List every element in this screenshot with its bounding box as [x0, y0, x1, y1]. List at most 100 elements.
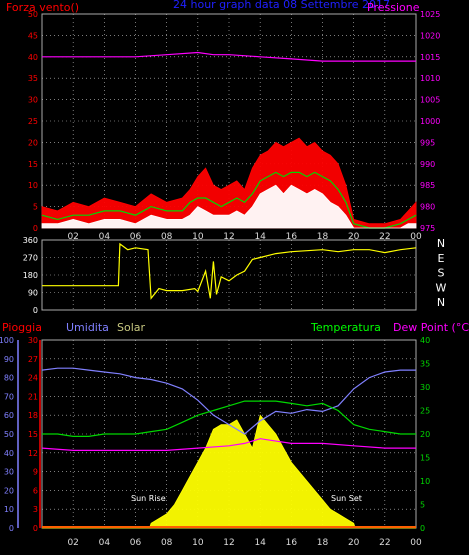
humidity-y-tick: 40 — [4, 449, 14, 458]
solar-label: Solar — [117, 321, 146, 334]
temperature-y-tick: 40 — [420, 336, 430, 345]
rain-y-tick: 9 — [33, 468, 38, 477]
wind-y-tick: 10 — [28, 181, 38, 190]
dewpoint-label: Dew Point (°C) — [393, 321, 469, 334]
humidity-y-tick: 0 — [9, 524, 14, 533]
x-tick-label: 00 — [410, 538, 422, 548]
x-tick-label: 02 — [67, 538, 78, 548]
x-tick-label: 16 — [286, 232, 298, 242]
temperature-y-tick: 25 — [420, 407, 430, 416]
compass-label: E — [438, 252, 445, 265]
wind-y-tick: 15 — [28, 160, 38, 169]
pressure-y-tick: 980 — [420, 203, 435, 212]
x-tick-label: 20 — [348, 232, 360, 242]
pressure-y-tick: 1005 — [420, 96, 440, 105]
wind-y-tick: 35 — [28, 74, 38, 83]
plot-frame-2 — [41, 239, 417, 311]
wind-y-tick: 50 — [28, 10, 38, 19]
pressure-y-tick: 1025 — [420, 10, 440, 19]
temperature-y-tick: 5 — [420, 501, 425, 510]
temperature-y-tick: 15 — [420, 454, 430, 463]
temperature-y-tick: 30 — [420, 383, 430, 392]
rain-label: Pioggia — [2, 321, 42, 334]
x-tick-label: 12 — [223, 232, 234, 242]
wind-direction-series — [42, 242, 417, 300]
x-tick-label: 00 — [410, 232, 422, 242]
humidity-y-tick: 70 — [4, 392, 14, 401]
rain-y-tick: 18 — [28, 411, 38, 420]
humidity-y-tick: 10 — [4, 505, 14, 514]
compass-label: N — [437, 237, 445, 250]
x-tick-label: 18 — [317, 538, 329, 548]
direction-y-tick: 90 — [28, 289, 38, 298]
dewpoint-series — [41, 438, 416, 451]
x-tick-label: 06 — [130, 232, 142, 242]
wind-y-tick: 5 — [33, 203, 38, 212]
pressure-y-tick: 995 — [420, 138, 435, 147]
x-tick-label: 12 — [223, 538, 234, 548]
wind-avg-series — [41, 171, 417, 229]
direction-y-tick: 360 — [23, 236, 38, 245]
wind-speed-series — [41, 184, 417, 229]
direction-y-tick: 270 — [23, 254, 38, 263]
direction-y-tick: 0 — [33, 306, 38, 315]
pressure-y-tick: 1015 — [420, 53, 440, 62]
pressure-y-tick: 985 — [420, 181, 435, 190]
compass-label: W — [436, 281, 447, 294]
x-tick-label: 10 — [192, 232, 204, 242]
humidity-y-tick: 60 — [4, 411, 14, 420]
rain-y-tick: 30 — [28, 336, 38, 345]
x-tick-label: 18 — [317, 232, 329, 242]
sunrise-label: Sun Rise — [131, 494, 166, 503]
rain-y-tick: 15 — [28, 430, 38, 439]
pressure-series — [42, 51, 416, 62]
pressure-y-tick: 975 — [420, 224, 435, 233]
pressure-y-tick: 990 — [420, 160, 435, 169]
wind-y-tick: 20 — [28, 138, 38, 147]
x-tick-label: 04 — [99, 538, 111, 548]
wind-y-tick: 25 — [28, 117, 38, 126]
temperature-series — [42, 400, 416, 437]
x-tick-label: 22 — [379, 232, 390, 242]
x-tick-label: 08 — [161, 232, 173, 242]
humidity-y-tick: 80 — [4, 374, 14, 383]
x-tick-label: 04 — [99, 232, 111, 242]
humidity-y-tick: 90 — [4, 355, 14, 364]
x-tick-label: 06 — [130, 538, 142, 548]
pressure-y-tick: 1020 — [420, 31, 440, 40]
humidity-y-tick: 20 — [4, 486, 14, 495]
pressure-label: Pressione — [367, 1, 420, 14]
humidity-label: Umidita — [66, 321, 109, 334]
pressure-y-tick: 1000 — [420, 117, 440, 126]
temperature-y-tick: 10 — [420, 477, 430, 486]
wind-speed-label: Forza vento() — [6, 1, 79, 14]
rain-y-tick: 21 — [28, 392, 38, 401]
humidity-y-tick: 50 — [4, 430, 14, 439]
temperature-y-tick: 20 — [420, 430, 430, 439]
sunset-label: Sun Set — [331, 494, 362, 503]
x-tick-label: 10 — [192, 538, 204, 548]
x-tick-label: 02 — [67, 232, 78, 242]
rain-y-tick: 24 — [28, 374, 38, 383]
x-tick-label: 20 — [348, 538, 360, 548]
pressure-y-tick: 1010 — [420, 74, 440, 83]
humidity-y-tick: 100 — [0, 336, 14, 345]
temperature-y-tick: 0 — [420, 524, 425, 533]
x-tick-label: 22 — [379, 538, 390, 548]
temperature-label: Temperatura — [310, 321, 381, 334]
humidity-series — [41, 367, 416, 435]
rain-y-tick: 0 — [33, 524, 38, 533]
rain-y-tick: 3 — [33, 505, 38, 514]
solar-series — [42, 414, 416, 529]
rain-y-tick: 27 — [28, 355, 38, 364]
wind-y-tick: 40 — [28, 53, 38, 62]
wind-y-tick: 45 — [28, 31, 38, 40]
x-tick-label: 16 — [286, 538, 298, 548]
wind-y-tick: 0 — [33, 224, 38, 233]
wind-y-tick: 30 — [28, 96, 38, 105]
temperature-y-tick: 35 — [420, 360, 430, 369]
